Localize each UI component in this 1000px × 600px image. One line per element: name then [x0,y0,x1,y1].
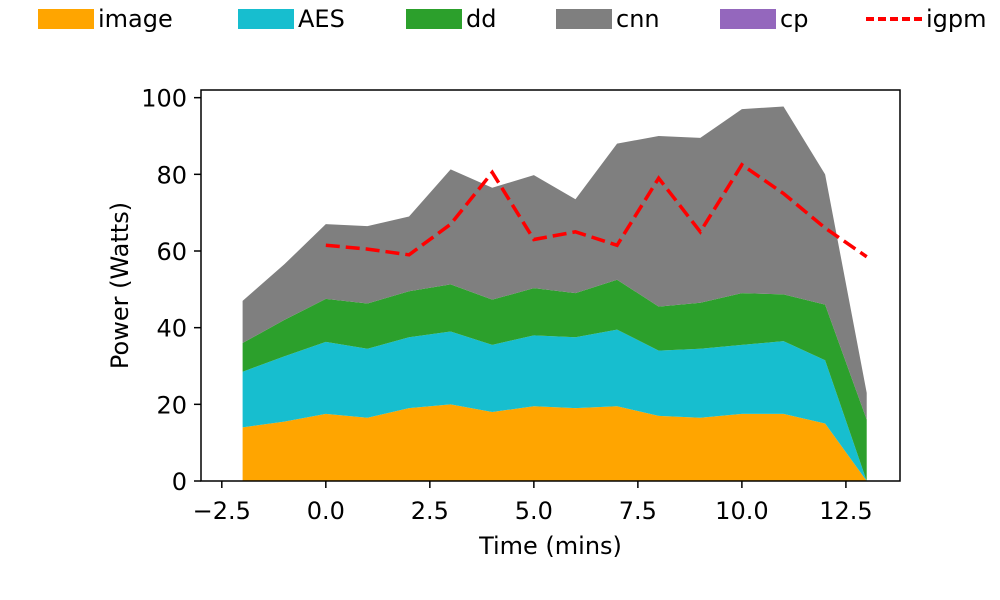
plot-frame [200,89,901,482]
legend-item-dd: dd [406,4,496,34]
legend-label: cnn [616,5,660,33]
x-axis-label: Time (mins) [478,532,622,560]
legend-label: image [98,5,173,33]
y-tick-label: 0 [172,468,187,496]
legend-label: igpm [926,5,987,33]
legend-swatch [866,17,922,21]
legend-swatch [556,9,612,29]
area-cnn [242,106,867,420]
x-tick-label: 10.0 [715,497,768,525]
line-igpm [325,162,868,259]
legend-label: dd [466,5,497,33]
y-tick-label: 20 [156,391,187,419]
legend-item-image: image [38,4,173,34]
line-layer [325,162,868,259]
x-tick-label: 0.0 [307,497,345,525]
legend-item-cp: cp [720,4,808,34]
x-tick-label: −2.5 [193,497,251,525]
x-tick-label: 12.5 [819,497,872,525]
area-dd [242,279,867,481]
legend-swatch [406,9,462,29]
y-axis-label: Power (Watts) [106,202,134,369]
area-image [242,404,867,481]
legend-swatch [720,9,776,29]
x-axis-ticks: −2.5 0.0 2.5 5.0 7.5 10.0 12.5 [193,481,873,525]
legend-item-cnn: cnn [556,4,660,34]
y-tick-label: 60 [156,238,187,266]
y-tick-label: 40 [156,315,187,343]
y-tick-label: 100 [141,85,187,113]
legend-item-igpm: igpm [866,4,987,34]
y-axis-ticks: 0 20 40 60 80 100 [141,85,201,496]
x-tick-label: 5.0 [515,497,553,525]
legend-label: cp [780,5,809,33]
y-tick-label: 80 [156,161,187,189]
legend: image AES dd cnn cp igpm [0,0,1000,40]
legend-item-AES: AES [238,4,345,34]
area-AES [242,329,867,481]
x-tick-label: 7.5 [619,497,657,525]
area-layer [242,106,867,481]
legend-swatch [238,9,294,29]
legend-swatch [38,9,94,29]
legend-label: AES [298,5,345,33]
x-tick-label: 2.5 [411,497,449,525]
